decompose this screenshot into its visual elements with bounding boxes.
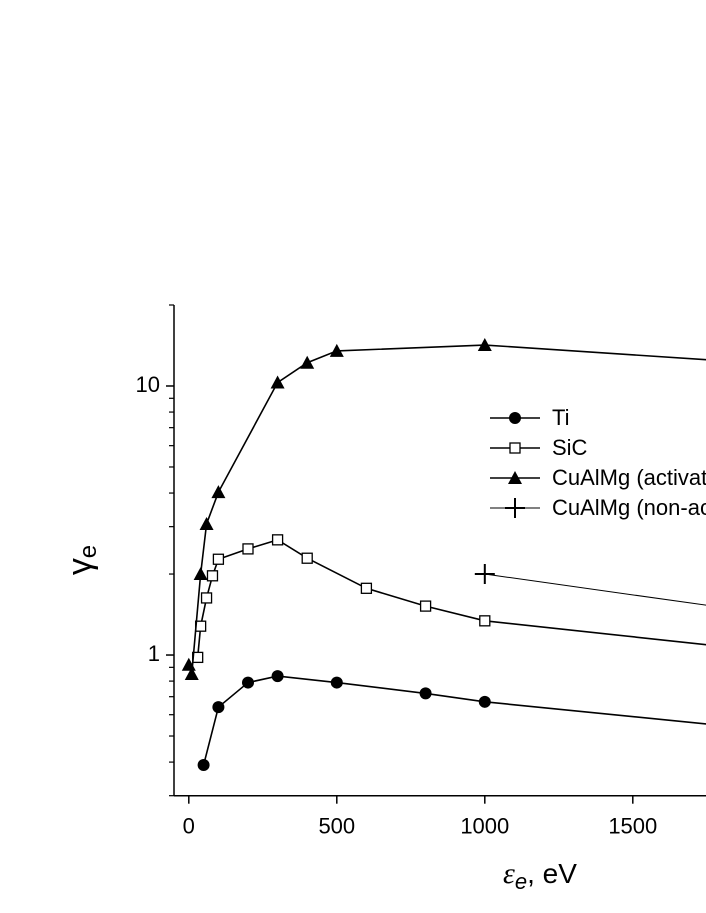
- series-line: [202, 675, 706, 766]
- point: [270, 375, 285, 389]
- x-tick-label: 0: [183, 814, 195, 839]
- x-axis-label: εe, eV: [503, 857, 577, 894]
- point: [181, 657, 196, 671]
- point: [193, 567, 208, 581]
- point: [474, 564, 495, 585]
- x-tick-label: 1000: [460, 814, 509, 839]
- point: [477, 338, 492, 352]
- legend-label: CuAlMg (non-activated): [552, 495, 706, 520]
- point: [212, 553, 225, 565]
- y-tick-label: 1: [148, 641, 160, 666]
- point: [360, 582, 373, 594]
- point: [197, 759, 210, 772]
- point: [212, 701, 225, 714]
- x-tick-label: 1500: [608, 814, 657, 839]
- series-line: [484, 573, 706, 606]
- point: [242, 676, 254, 689]
- legend-marker: [509, 442, 521, 454]
- point: [242, 543, 254, 555]
- x-label-symbol: ε: [503, 857, 515, 890]
- point: [419, 600, 432, 612]
- legend-label: SiC: [552, 435, 588, 460]
- point: [200, 592, 213, 604]
- series-line: [188, 344, 706, 675]
- point: [329, 343, 344, 357]
- y-tick-label: 10: [136, 372, 160, 397]
- point: [271, 670, 284, 683]
- series-line: [196, 538, 706, 658]
- point: [206, 570, 219, 582]
- point: [479, 615, 491, 627]
- y-label-subscript: e: [75, 545, 102, 558]
- point: [271, 534, 284, 546]
- x-tick-label: 500: [318, 814, 355, 839]
- legend-label: Ti: [552, 405, 570, 430]
- point: [300, 355, 315, 369]
- legend-marker: [508, 471, 522, 484]
- point: [211, 485, 226, 499]
- legend-marker: [505, 498, 525, 518]
- point: [478, 695, 491, 708]
- point: [419, 687, 432, 700]
- point: [301, 552, 313, 564]
- x-label-unit: , eV: [527, 858, 577, 889]
- point: [199, 516, 214, 530]
- legend-marker: [509, 412, 521, 424]
- point: [194, 620, 207, 632]
- point: [184, 667, 199, 681]
- point: [330, 676, 343, 689]
- y-label-symbol: γ: [61, 558, 99, 575]
- x-label-subscript: e: [515, 869, 527, 894]
- legend-label: CuAlMg (activated): [552, 465, 706, 490]
- y-axis-label: γe: [61, 545, 102, 575]
